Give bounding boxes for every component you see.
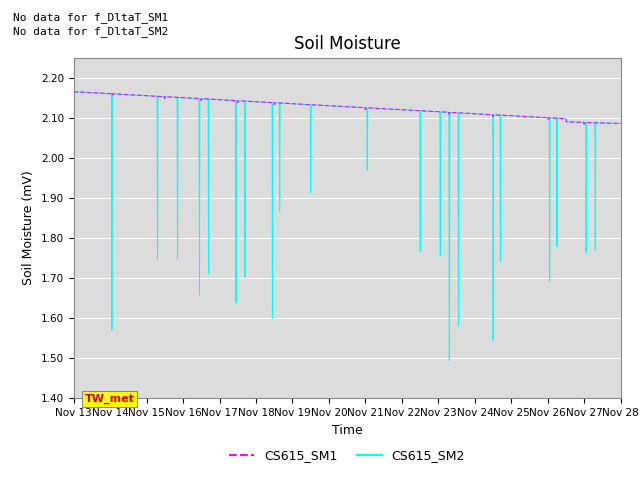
Text: TW_met: TW_met: [84, 394, 134, 404]
Y-axis label: Soil Moisture (mV): Soil Moisture (mV): [22, 170, 35, 286]
Text: No data for f_DltaT_SM1: No data for f_DltaT_SM1: [13, 12, 168, 23]
Text: No data for f_DltaT_SM2: No data for f_DltaT_SM2: [13, 26, 168, 37]
X-axis label: Time: Time: [332, 424, 363, 437]
Legend: CS615_SM1, CS615_SM2: CS615_SM1, CS615_SM2: [225, 444, 470, 467]
Title: Soil Moisture: Soil Moisture: [294, 35, 401, 53]
